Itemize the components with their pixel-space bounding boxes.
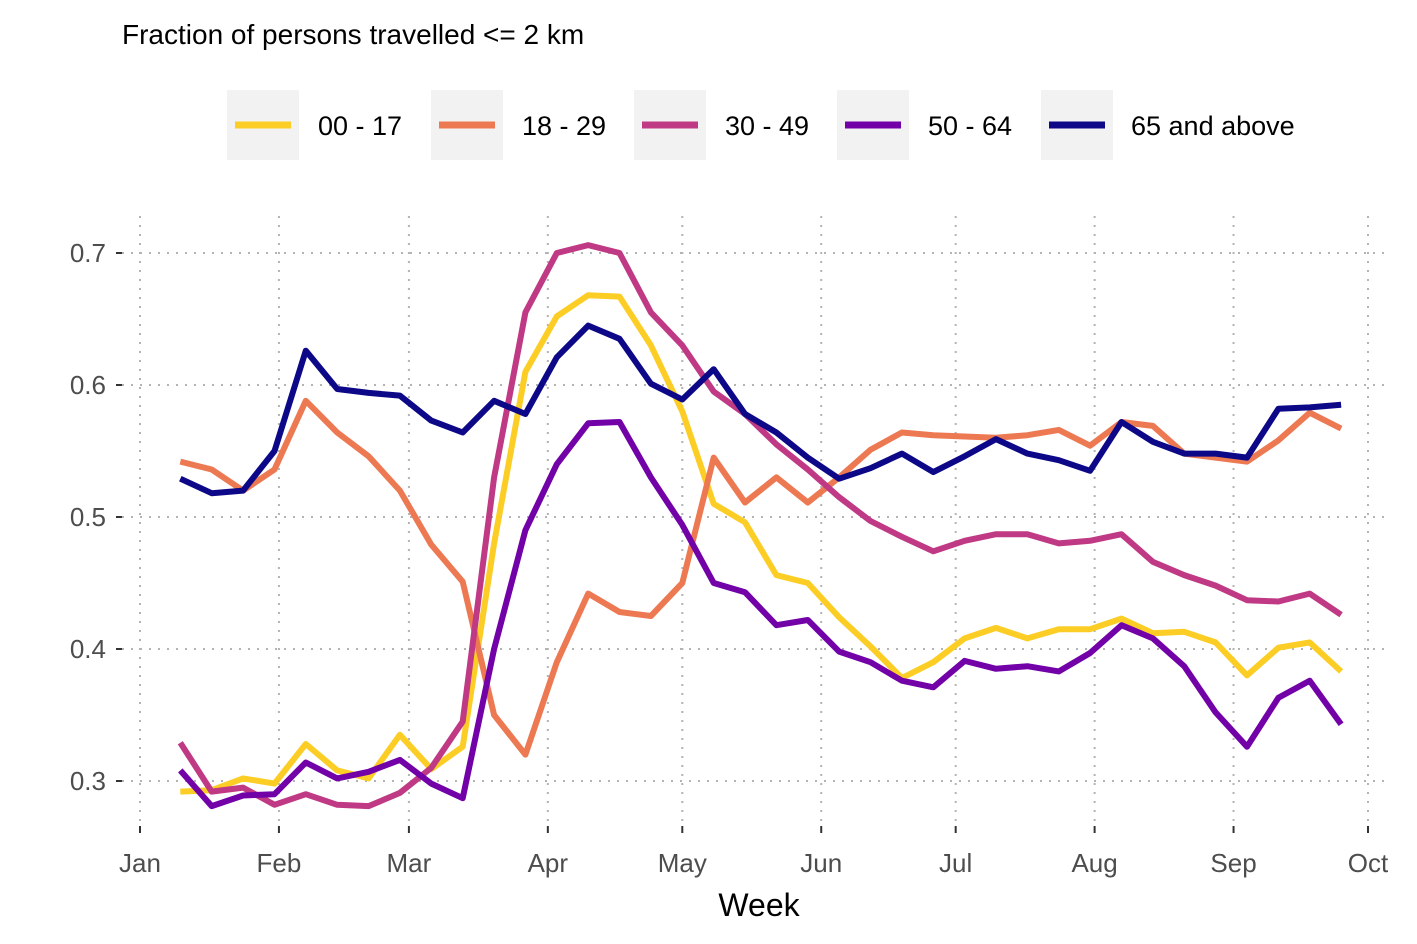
x-tick-label: Jan (119, 848, 161, 878)
series-line-18-29 (179, 397, 1343, 758)
x-axis-title: Week (718, 887, 800, 923)
legend-label: 18 - 29 (522, 111, 606, 141)
legend-label: 50 - 64 (928, 111, 1012, 141)
legend: 00 - 17 18 - 29 30 - 49 50 - 64 65 and above (227, 90, 1295, 160)
x-tick-label: Jul (939, 848, 972, 878)
x-tick-label: Aug (1071, 848, 1117, 878)
legend-label: 30 - 49 (725, 111, 809, 141)
series-line-65-and-above (179, 322, 1342, 497)
series-line-00-17 (180, 292, 1344, 795)
y-tick-label: 0.6 (70, 370, 106, 400)
y-tick-label: 0.3 (70, 766, 106, 796)
x-tick-label: Mar (387, 848, 432, 878)
series-lines (177, 242, 1344, 810)
legend-item-30-49: 30 - 49 (634, 90, 809, 160)
x-gridlines (139, 216, 1369, 826)
legend-label: 00 - 17 (318, 111, 402, 141)
y-tick-label: 0.7 (70, 238, 106, 268)
y-tick-label: 0.4 (70, 634, 106, 664)
y-gridlines (122, 252, 1386, 782)
x-axis: Jan Feb Mar Apr May Jun Jul Aug Sep Oct (119, 826, 1389, 878)
x-tick-label: Sep (1210, 848, 1256, 878)
x-tick-label: Feb (257, 848, 302, 878)
x-tick-label: Oct (1348, 848, 1389, 878)
x-tick-label: Jun (800, 848, 842, 878)
series-line-50-64 (178, 419, 1344, 810)
legend-label: 65 and above (1131, 111, 1295, 141)
x-tick-label: Apr (528, 848, 569, 878)
chart-title: Fraction of persons travelled <= 2 km (122, 19, 584, 50)
y-tick-label: 0.5 (70, 502, 106, 532)
x-tick-label: May (658, 848, 707, 878)
legend-item-18-29: 18 - 29 (431, 90, 606, 160)
series-line-30-49 (177, 242, 1343, 810)
legend-item-50-64: 50 - 64 (837, 90, 1012, 160)
legend-item-00-17: 00 - 17 (227, 90, 402, 160)
legend-item-65-and-above: 65 and above (1041, 90, 1295, 160)
y-axis: 0.3 0.4 0.5 0.6 0.7 (70, 238, 122, 796)
